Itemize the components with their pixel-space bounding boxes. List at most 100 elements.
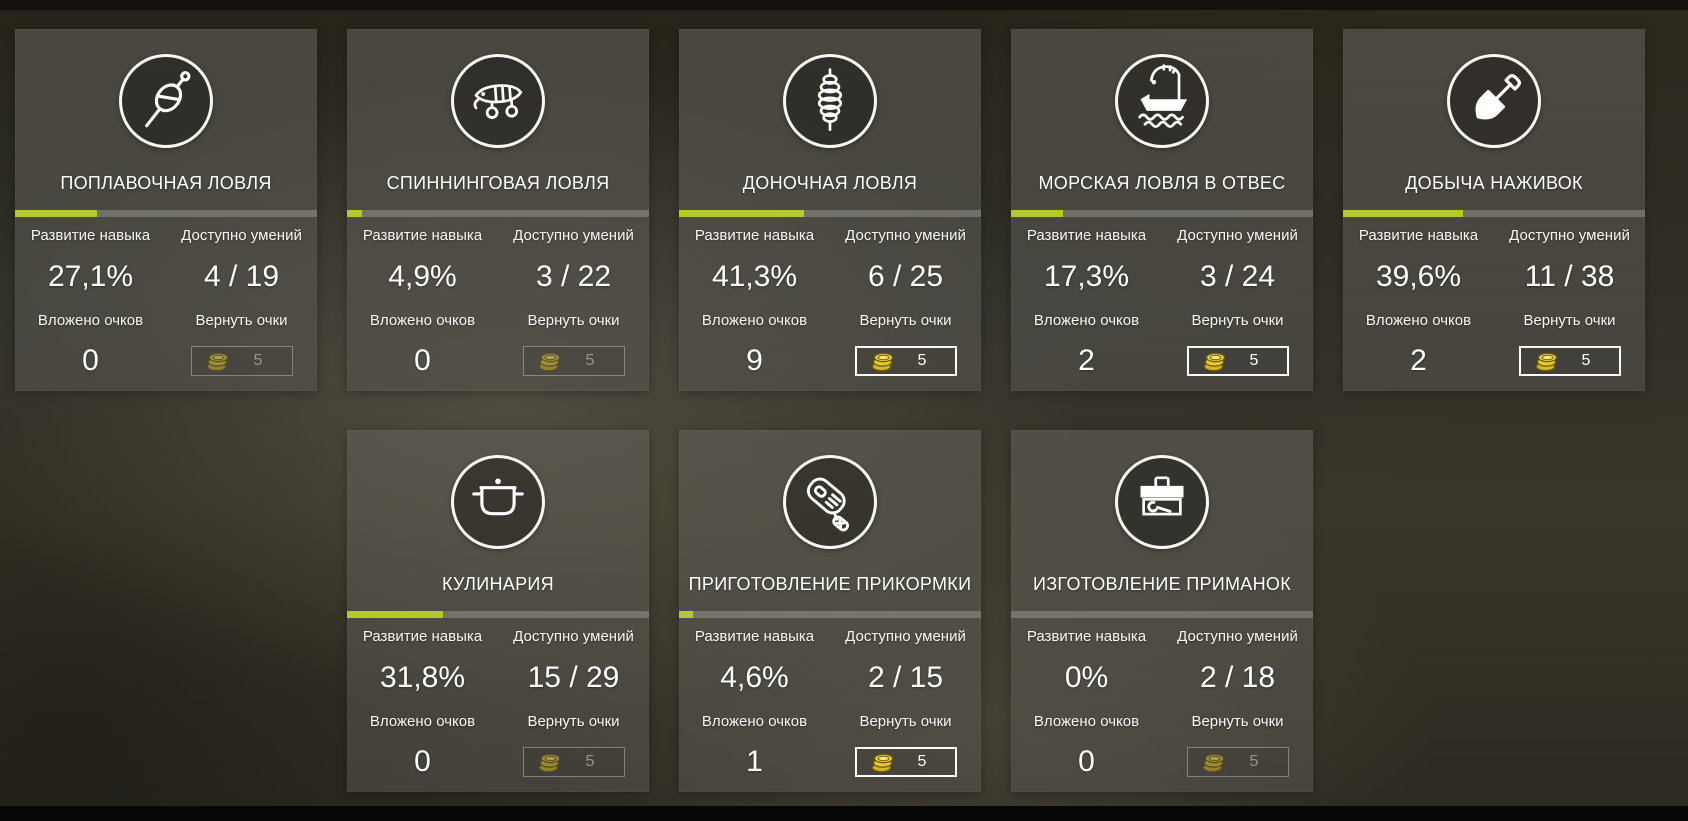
skill-progress-value: 27,1%: [47, 260, 134, 293]
invested-label: Вложено очков: [37, 311, 144, 329]
invested-label: Вложено очков: [701, 311, 808, 329]
skill-card: ДОНОЧНАЯ ЛОВЛЯ Развитие навыка Доступно …: [679, 29, 981, 391]
skill-icon-circle: [1447, 54, 1541, 148]
invested-value: 0: [1078, 745, 1095, 778]
refund-label: Вернуть очки: [1191, 712, 1284, 730]
progress-fill: [347, 611, 444, 618]
invested-label: Вложено очков: [1365, 311, 1472, 329]
progress-fill: [15, 210, 97, 217]
skill-card: ПРИГОТОВЛЕНИЕ ПРИКОРМКИ Развитие навыка …: [679, 430, 981, 792]
abilities-value: 3 / 24: [1199, 260, 1276, 293]
skill-progress-label: Развитие навыка: [362, 226, 483, 244]
refund-button[interactable]: 5: [522, 747, 625, 777]
invested-label: Вложено очков: [1033, 712, 1140, 730]
skill-progress-bar: [679, 210, 981, 217]
coins-icon: [537, 751, 563, 773]
skill-progress-bar: [1011, 611, 1313, 618]
skill-progress-bar: [1011, 210, 1313, 217]
refund-cost: 5: [585, 352, 595, 369]
refund-label: Вернуть очки: [859, 311, 952, 329]
skill-progress-label: Развитие навыка: [1026, 627, 1147, 645]
refund-cost: 5: [1581, 352, 1591, 369]
invested-label: Вложено очков: [701, 712, 808, 730]
coins-icon: [1534, 350, 1560, 372]
refund-label: Вернуть очки: [527, 712, 620, 730]
skill-card: ПОПЛАВОЧНАЯ ЛОВЛЯ Развитие навыка Доступ…: [15, 29, 317, 391]
skill-stats: Развитие навыка Доступно умений 27,1% 4 …: [15, 217, 317, 383]
refund-button[interactable]: 5: [190, 346, 293, 376]
skill-card: СПИННИНГОВАЯ ЛОВЛЯ Развитие навыка Досту…: [347, 29, 649, 391]
invested-value: 0: [414, 344, 431, 377]
invested-label: Вложено очков: [369, 712, 476, 730]
invested-label: Вложено очков: [1033, 311, 1140, 329]
skill-stats: Развитие навыка Доступно умений 39,6% 11…: [1343, 217, 1645, 383]
skill-icon-circle: [451, 455, 545, 549]
invested-value: 2: [1410, 344, 1427, 377]
coins-icon: [205, 350, 231, 372]
refund-button[interactable]: 5: [854, 346, 957, 376]
abilities-label: Доступно умений: [845, 226, 966, 244]
abilities-label: Доступно умений: [1177, 627, 1298, 645]
skill-stats: Развитие навыка Доступно умений 0% 2 / 1…: [1011, 618, 1313, 784]
refund-label: Вернуть очки: [859, 712, 952, 730]
invested-value: 0: [414, 745, 431, 778]
refund-label: Вернуть очки: [195, 311, 288, 329]
skill-progress-bar: [1343, 210, 1645, 217]
skill-icon-circle: [1115, 54, 1209, 148]
skill-progress-bar: [15, 210, 317, 217]
refund-button[interactable]: 5: [1186, 346, 1289, 376]
pot-icon: [455, 459, 541, 545]
shovel-icon: [1451, 58, 1537, 144]
skill-icon-circle: [119, 54, 213, 148]
progress-fill: [1343, 210, 1463, 217]
coins-icon: [537, 350, 563, 372]
skill-progress-label: Развитие навыка: [694, 226, 815, 244]
refund-cost: 5: [585, 753, 595, 770]
refund-label: Вернуть очки: [527, 311, 620, 329]
invested-value: 2: [1078, 344, 1095, 377]
refund-button[interactable]: 5: [854, 747, 957, 777]
abilities-label: Доступно умений: [1509, 226, 1630, 244]
abilities-value: 2 / 18: [1199, 661, 1276, 694]
skill-stats: Развитие навыка Доступно умений 4,9% 3 /…: [347, 217, 649, 383]
mixer-icon: [787, 459, 873, 545]
skill-progress-value: 41,3%: [711, 260, 798, 293]
skill-card: КУЛИНАРИЯ Развитие навыка Доступно умени…: [347, 430, 649, 792]
skill-progress-value: 31,8%: [379, 661, 466, 694]
progress-fill: [1011, 210, 1064, 217]
skill-progress-value: 39,6%: [1375, 260, 1462, 293]
skill-stats: Развитие навыка Доступно умений 17,3% 3 …: [1011, 217, 1313, 383]
refund-cost: 5: [917, 753, 927, 770]
skill-progress-label: Развитие навыка: [362, 627, 483, 645]
progress-fill: [679, 611, 693, 618]
abilities-label: Доступно умений: [845, 627, 966, 645]
skill-cards-grid: ПОПЛАВОЧНАЯ ЛОВЛЯ Развитие навыка Доступ…: [15, 29, 1645, 792]
invested-value: 9: [746, 344, 763, 377]
skill-progress-label: Развитие навыка: [30, 226, 151, 244]
coins-icon: [1201, 751, 1227, 773]
refund-button[interactable]: 5: [1518, 346, 1621, 376]
skill-title: ИЗГОТОВЛЕНИЕ ПРИМАНОК: [1033, 574, 1291, 594]
skill-stats: Развитие навыка Доступно умений 4,6% 2 /…: [679, 618, 981, 784]
abilities-value: 3 / 22: [535, 260, 612, 293]
refund-label: Вернуть очки: [1523, 311, 1616, 329]
skill-title: ПОПЛАВОЧНАЯ ЛОВЛЯ: [60, 173, 272, 193]
skill-progress-value: 17,3%: [1043, 260, 1130, 293]
skill-title: ПРИГОТОВЛЕНИЕ ПРИКОРМКИ: [688, 574, 972, 594]
skill-progress-value: 4,6%: [720, 661, 789, 694]
skill-progress-bar: [347, 210, 649, 217]
refund-label: Вернуть очки: [1191, 311, 1284, 329]
boat-icon: [1119, 58, 1205, 144]
refund-button[interactable]: 5: [522, 346, 625, 376]
refund-button[interactable]: 5: [1186, 747, 1289, 777]
skill-card: МОРСКАЯ ЛОВЛЯ В ОТВЕС Развитие навыка До…: [1011, 29, 1313, 391]
skill-icon-circle: [783, 54, 877, 148]
float-icon: [123, 58, 209, 144]
coins-icon: [870, 751, 896, 773]
abilities-value: 4 / 19: [203, 260, 280, 293]
skill-icon-circle: [1115, 455, 1209, 549]
coins-icon: [1202, 350, 1228, 372]
feeder-icon: [787, 58, 873, 144]
abilities-label: Доступно умений: [1177, 226, 1298, 244]
lure-icon: [455, 58, 541, 144]
